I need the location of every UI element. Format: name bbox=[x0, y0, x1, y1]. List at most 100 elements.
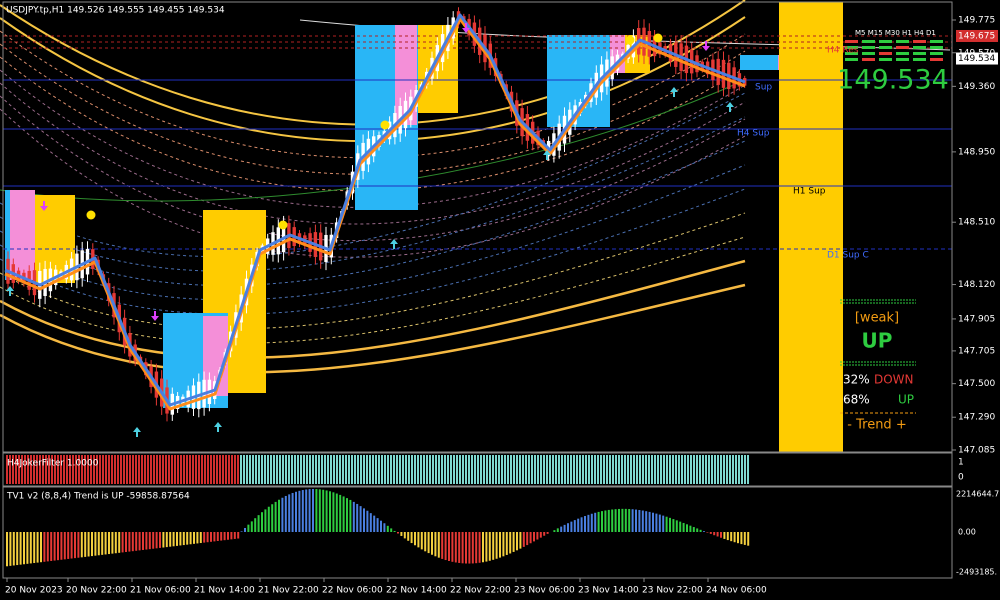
histogram-bar bbox=[577, 518, 580, 532]
filter-bar bbox=[123, 455, 125, 484]
histogram-bar bbox=[584, 516, 586, 532]
histogram-bar bbox=[46, 532, 49, 562]
filter-bar bbox=[648, 455, 650, 484]
filter-bar bbox=[96, 455, 98, 484]
filter-bar bbox=[216, 455, 218, 484]
filter-bar bbox=[129, 455, 131, 484]
filter-bar bbox=[219, 455, 221, 484]
filter-bar bbox=[234, 455, 236, 484]
filter-bar bbox=[378, 455, 380, 484]
down-label: DOWN bbox=[874, 373, 914, 387]
filter-bar bbox=[63, 455, 65, 484]
histogram-bar bbox=[33, 532, 36, 564]
histogram-bar bbox=[424, 532, 427, 552]
filter-bar bbox=[558, 455, 560, 484]
tf-bar bbox=[896, 46, 909, 49]
filter-bar bbox=[621, 455, 623, 484]
filter-bar bbox=[330, 455, 332, 484]
filter-bar bbox=[597, 455, 599, 484]
histogram-bar bbox=[121, 532, 124, 553]
tf-bar bbox=[879, 52, 892, 55]
filter-bar bbox=[639, 455, 641, 484]
histogram-bar bbox=[233, 532, 236, 539]
filter-bar bbox=[147, 455, 149, 484]
filter-bar bbox=[84, 455, 86, 484]
filter-bar bbox=[651, 455, 653, 484]
histogram-bar bbox=[686, 524, 688, 532]
indicator2-axis: 0.00 bbox=[958, 528, 976, 537]
filter-bar bbox=[477, 455, 479, 484]
arrow-down bbox=[702, 41, 710, 51]
filter-bar bbox=[57, 455, 59, 484]
filter-bar bbox=[357, 455, 359, 484]
histogram-bar bbox=[376, 518, 379, 532]
tf-bar bbox=[930, 58, 943, 61]
filter-bar bbox=[243, 455, 245, 484]
histogram-bar bbox=[397, 532, 399, 534]
filter-bar bbox=[690, 455, 692, 484]
ma-line bbox=[4, 13, 746, 407]
filter-bar bbox=[99, 455, 101, 484]
histogram-bar bbox=[628, 508, 631, 532]
arrow-up bbox=[133, 427, 141, 437]
filter-bar bbox=[12, 455, 14, 484]
histogram-bar bbox=[560, 526, 563, 532]
filter-bar bbox=[210, 455, 212, 484]
time-label: 22 Nov 06:00 bbox=[322, 586, 383, 596]
box bbox=[779, 2, 843, 452]
filter-bar bbox=[177, 455, 179, 484]
filter-bar bbox=[666, 455, 668, 484]
histogram-bar bbox=[271, 504, 274, 532]
filter-bar bbox=[69, 455, 71, 484]
histogram-bar bbox=[488, 532, 491, 561]
filter-bar bbox=[87, 455, 89, 484]
tf-bar bbox=[913, 40, 926, 43]
histogram-bar bbox=[699, 529, 702, 532]
filter-bar bbox=[9, 455, 11, 484]
histogram-bar bbox=[128, 532, 131, 552]
filter-bar bbox=[552, 455, 554, 484]
histogram-bar bbox=[723, 532, 726, 539]
filter-bar bbox=[501, 455, 503, 484]
decoration bbox=[0, 188, 746, 315]
filter-bar bbox=[507, 455, 509, 484]
filter-bar bbox=[600, 455, 602, 484]
filter-bar bbox=[675, 455, 677, 484]
histogram-bar bbox=[363, 508, 365, 532]
tf-bar bbox=[845, 46, 858, 49]
filter-bar bbox=[459, 455, 461, 484]
filter-bar bbox=[564, 455, 566, 484]
histogram-bar bbox=[519, 532, 522, 549]
histogram-bar bbox=[94, 532, 97, 556]
decoration bbox=[0, 164, 746, 301]
filter-bar bbox=[660, 455, 662, 484]
histogram-bar bbox=[607, 509, 610, 532]
tf-bar bbox=[930, 40, 943, 43]
histogram-bar bbox=[679, 521, 682, 532]
filter-bar bbox=[585, 455, 587, 484]
filter-bar bbox=[705, 455, 707, 484]
histogram-bar bbox=[465, 532, 467, 564]
histogram-bar bbox=[305, 489, 308, 532]
filter-bar bbox=[114, 455, 116, 484]
histogram-bar bbox=[373, 515, 376, 532]
signal-dot bbox=[625, 35, 635, 45]
histogram-bar bbox=[536, 532, 539, 540]
filter-bar bbox=[369, 455, 371, 484]
histogram-bar bbox=[335, 493, 338, 532]
filter-bar bbox=[324, 455, 326, 484]
histogram-bar bbox=[349, 499, 352, 532]
histogram-bar bbox=[570, 521, 573, 532]
filter-bar bbox=[741, 455, 743, 484]
histogram-bar bbox=[505, 532, 508, 555]
histogram-bar bbox=[247, 524, 250, 532]
histogram-bar bbox=[427, 532, 430, 554]
filter-bar bbox=[498, 455, 500, 484]
filter-bar bbox=[618, 455, 620, 484]
filter-bar bbox=[111, 455, 113, 484]
tf-bar bbox=[879, 40, 892, 43]
filter-bar bbox=[447, 455, 449, 484]
histogram-bar bbox=[80, 532, 83, 558]
filter-bar bbox=[105, 455, 107, 484]
